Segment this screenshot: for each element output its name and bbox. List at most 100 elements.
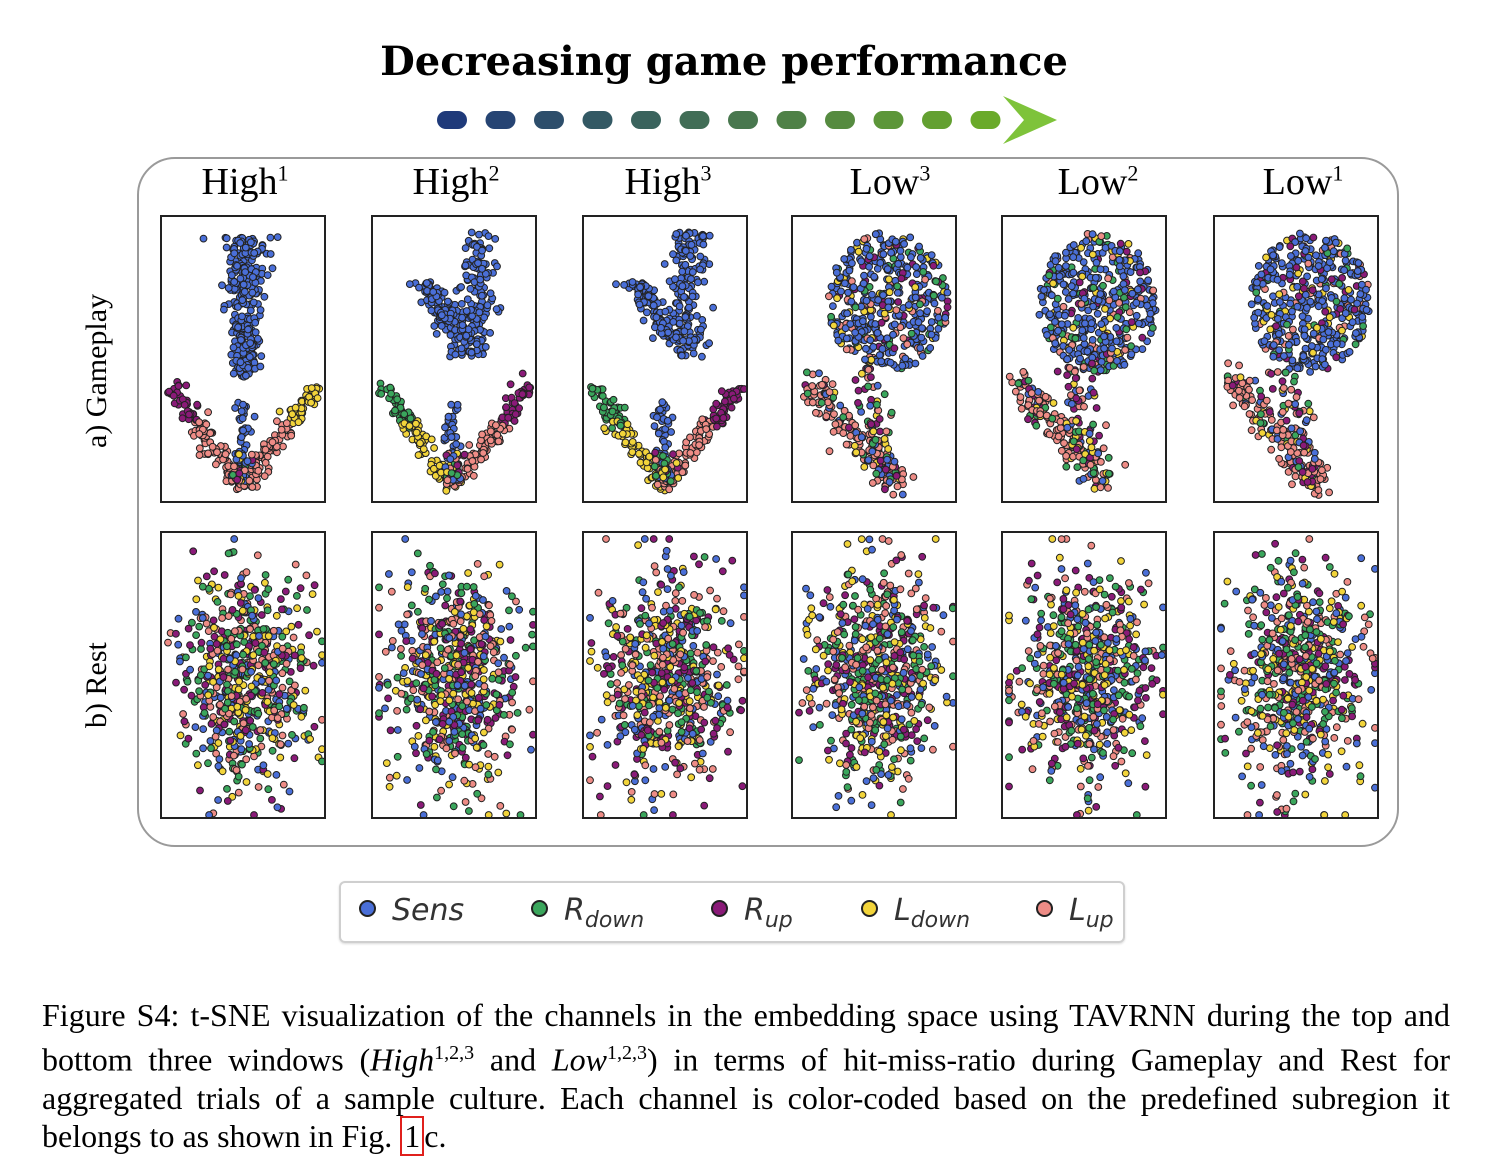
scatter-point (264, 632, 273, 640)
scatter-point (442, 486, 451, 495)
scatter-point (478, 264, 486, 273)
scatter-point (444, 412, 453, 421)
scatter-point (1024, 376, 1033, 385)
scatter-point (227, 634, 236, 643)
scatter-point (831, 420, 840, 429)
scatter-point (862, 344, 870, 353)
column-title-sup: 3 (700, 160, 712, 186)
scatter-point (412, 749, 420, 758)
scatter-point (494, 437, 503, 446)
scatter-point (251, 318, 260, 327)
scatter-point (1034, 388, 1043, 396)
scatter-point (911, 359, 920, 368)
scatter-point (256, 734, 265, 743)
scatter-point (440, 288, 449, 297)
scatter-point (660, 260, 669, 268)
scatter-point (1335, 280, 1344, 288)
scatter-point (216, 693, 225, 702)
scatter-point (643, 308, 651, 317)
scatter-point (1309, 413, 1318, 422)
scatter-point (893, 482, 902, 491)
scatter-point (276, 753, 285, 762)
scatter-point (218, 767, 227, 776)
scatter-point (849, 283, 858, 292)
scatter-point (1053, 367, 1062, 376)
scatter-point (1322, 284, 1330, 293)
scatter-point (1260, 337, 1269, 345)
scatter-point (943, 288, 952, 297)
scatter-point (681, 461, 690, 470)
scatter-point (278, 683, 287, 692)
scatter-point (1273, 426, 1281, 435)
scatter-point (1071, 367, 1079, 376)
scatter-point (496, 637, 505, 646)
scatter-point (375, 683, 383, 692)
scatter-point (385, 570, 393, 578)
scatter-point (490, 752, 499, 761)
scatter-point (318, 651, 324, 659)
arrow-dash (922, 111, 952, 129)
scatter-point (850, 441, 859, 450)
scatter-point (242, 371, 250, 380)
scatter-point (195, 430, 204, 438)
scatter-point (1072, 445, 1081, 454)
scatter-point (892, 306, 901, 314)
scatter-point (1104, 453, 1113, 462)
scatter-point (874, 296, 882, 304)
scatter-point (828, 380, 837, 389)
scatter-point (847, 246, 855, 254)
scatter-point (1248, 396, 1256, 405)
scatter-point (289, 633, 298, 642)
scatter-point (1105, 469, 1113, 478)
scatter-point (244, 364, 253, 372)
scatter-point (1325, 313, 1334, 322)
scatter-point (892, 472, 901, 480)
scatter-point (236, 274, 245, 283)
scatter-point (1149, 286, 1158, 295)
scatter-point (393, 752, 402, 761)
scatter-point (446, 331, 455, 339)
scatter-point (432, 330, 441, 338)
scatter-point (249, 298, 258, 307)
scatter-point (842, 334, 851, 343)
scatter-point (1332, 339, 1341, 348)
scatter-point (1291, 400, 1300, 409)
scatter-point (428, 692, 437, 701)
scatter-point (1126, 268, 1135, 276)
scatter-point (443, 476, 452, 485)
scatter-point (1116, 247, 1124, 256)
scatter-point (416, 439, 424, 448)
scatter-point (294, 620, 303, 629)
scatter-point (484, 811, 493, 817)
scatter-point (841, 324, 850, 333)
scatter-point (1035, 310, 1044, 319)
scatter-point (208, 442, 217, 451)
scatter-point (651, 448, 660, 457)
scatter-point (471, 763, 480, 772)
column-title-sup: 2 (488, 160, 500, 186)
scatter-point (1053, 294, 1062, 303)
scatter-point (174, 382, 183, 390)
scatter-point (1273, 275, 1282, 284)
scatter-point (457, 283, 465, 291)
scatter-point (442, 744, 451, 753)
scatter-point (500, 653, 508, 662)
scatter-point (1078, 326, 1087, 335)
scatter-point (588, 384, 597, 393)
scatter-point (875, 351, 884, 360)
scatter-point (1143, 301, 1152, 310)
scatter-point (457, 300, 466, 308)
scatter-point (288, 410, 297, 419)
scatter-point (860, 271, 868, 280)
scatter-point (403, 610, 411, 619)
scatter-point (245, 476, 254, 485)
scatter-point (869, 461, 878, 470)
scatter-point (443, 587, 452, 596)
scatter-point (1262, 396, 1271, 405)
scatter-point (650, 462, 659, 471)
scatter-point (457, 639, 465, 648)
scatter-point (887, 248, 895, 257)
scatter-point (1073, 463, 1082, 472)
scatter-point (1040, 286, 1048, 294)
scatter-point (887, 408, 896, 417)
